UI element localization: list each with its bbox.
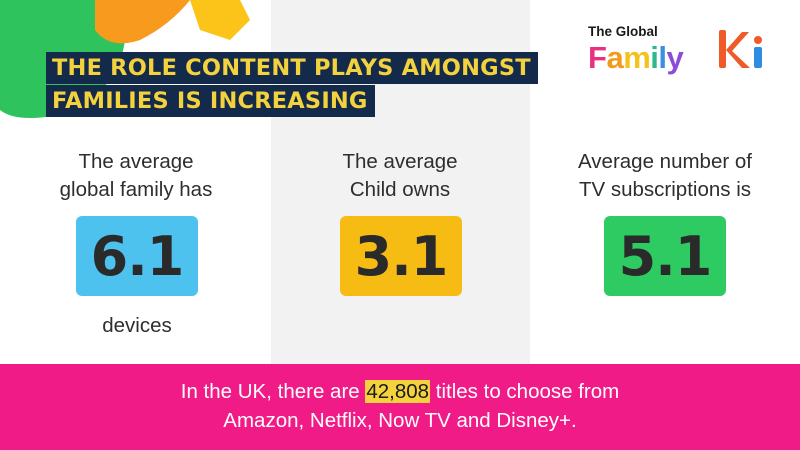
footer-text-line2: Amazon, Netflix, Now TV and Disney+. bbox=[223, 409, 577, 432]
stat-label-devices: The average global family has bbox=[6, 148, 266, 204]
headline-line-1: THE ROLE CONTENT PLAYS AMONGST bbox=[46, 52, 538, 84]
orange-swoosh-shape bbox=[95, 0, 190, 44]
footer-banner: In the UK, there are 42,808 titles to ch… bbox=[0, 364, 800, 450]
footer-text-post: titles to choose from bbox=[430, 380, 620, 403]
stat-label-line: Child owns bbox=[349, 178, 451, 201]
logo-letter: l bbox=[658, 40, 667, 75]
logo-letter: a bbox=[606, 40, 624, 75]
stat-label-line: The average bbox=[342, 150, 458, 173]
logo-letter: m bbox=[623, 40, 651, 75]
logo-family-word: Family bbox=[588, 40, 684, 76]
stat-label-line: TV subscriptions is bbox=[578, 178, 752, 201]
logo-letter: y bbox=[666, 40, 684, 75]
logo-letter: i bbox=[650, 40, 659, 75]
ki-logo-icon bbox=[719, 30, 762, 68]
stat-value-tv-subscriptions: 5.1 bbox=[604, 216, 726, 296]
stat-label-line: global family has bbox=[59, 178, 213, 201]
stat-label-line: Average number of bbox=[578, 150, 752, 173]
stat-value-child-owns: 3.1 bbox=[340, 216, 462, 296]
stat-value-devices: 6.1 bbox=[76, 216, 198, 296]
footer-text-pre: In the UK, there are bbox=[180, 380, 366, 403]
stat-sublabel-devices: devices bbox=[102, 314, 172, 337]
yellow-wedge-shape bbox=[190, 0, 250, 40]
headline: THE ROLE CONTENT PLAYS AMONGST FAMILIES … bbox=[46, 52, 538, 117]
global-family-logo: The Global Family bbox=[588, 22, 698, 82]
stat-label-tv-subscriptions: Average number of TV subscriptions is bbox=[535, 148, 795, 204]
stat-label-child-owns: The average Child owns bbox=[270, 148, 530, 204]
logo-letter: F bbox=[588, 40, 607, 75]
footer-highlight-count: 42,808 bbox=[365, 380, 431, 403]
headline-line-2: FAMILIES IS INCREASING bbox=[46, 85, 375, 117]
logo-small-text: The Global bbox=[588, 24, 658, 39]
stat-label-line: The average bbox=[78, 150, 194, 173]
